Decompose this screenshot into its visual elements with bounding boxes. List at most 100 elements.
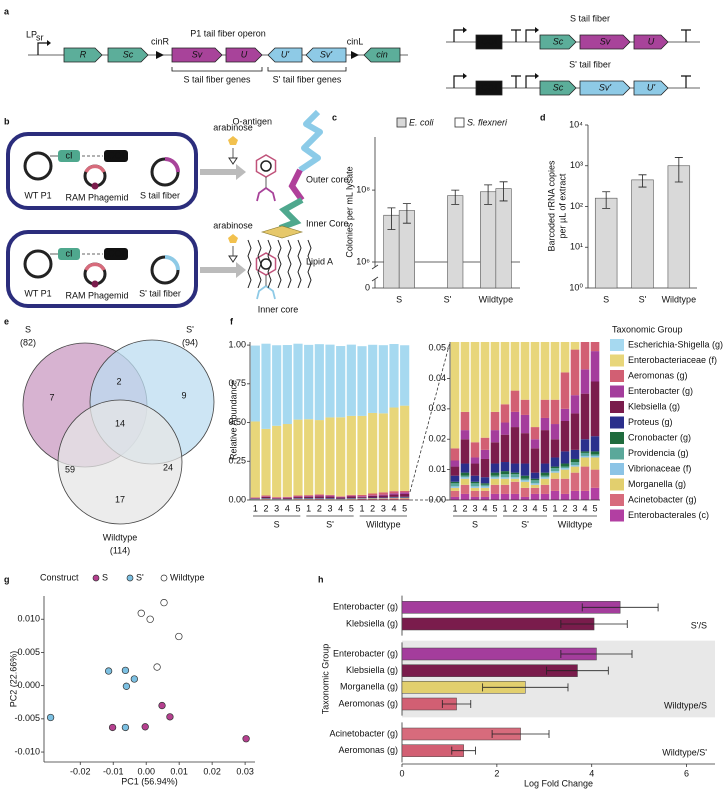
y-tick-label: 10⁶ — [356, 256, 370, 266]
bar-segment — [400, 498, 409, 499]
x-tick-label: 5 — [349, 503, 354, 513]
bar — [595, 198, 617, 288]
point — [47, 714, 54, 721]
bar-segment — [471, 486, 480, 488]
bar-segment — [541, 494, 550, 500]
x-tick-label: 4 — [338, 503, 343, 513]
x-tick-label: Wildtype — [479, 294, 514, 304]
bar-segment — [491, 430, 500, 442]
bar-segment — [272, 426, 281, 497]
x-tick-label: 0.02 — [203, 766, 221, 776]
venn-count: 59 — [65, 464, 75, 474]
legend-label: Enterobacterales (c) — [628, 510, 709, 520]
bar-segment — [261, 497, 270, 498]
bar-segment — [471, 457, 480, 463]
bar-segment — [251, 421, 260, 497]
bar-segment — [357, 497, 366, 498]
bar-segment — [357, 346, 366, 416]
bar-segment — [531, 483, 540, 485]
bar-segment — [325, 496, 334, 497]
bar-segment — [511, 427, 520, 463]
bar-segment — [471, 491, 480, 497]
bar-segment — [461, 464, 470, 473]
bar-segment — [521, 497, 530, 500]
legend-label: Aeromonas (g) — [628, 370, 688, 380]
y-tick-label: 10⁴ — [569, 119, 583, 129]
promoter-sub: sr — [36, 32, 44, 42]
bar-segment — [491, 476, 500, 478]
point — [154, 664, 161, 671]
bar-segment — [293, 344, 302, 420]
gene-label: COI — [481, 36, 497, 46]
bar-segment — [481, 483, 490, 485]
bar-segment — [304, 345, 313, 419]
y-axis-label: per µL of extract — [557, 173, 567, 238]
group-label: S' — [326, 519, 334, 529]
legend-label: S. flexneri — [467, 117, 508, 127]
legend-label: E. coli — [409, 117, 435, 127]
y-tick-label: 0.00 — [228, 494, 246, 504]
stack-panel — [251, 344, 410, 500]
bar-segment — [347, 496, 356, 497]
legend-title: Construct — [40, 572, 79, 582]
panel-label: b — [4, 116, 10, 126]
bar-segment — [481, 459, 490, 477]
bar-segment — [293, 496, 302, 497]
bar-segment — [501, 485, 510, 494]
bar-segment — [521, 400, 530, 415]
bar-segment — [541, 473, 550, 476]
bar-segment — [531, 485, 540, 488]
bar-segment — [511, 473, 520, 475]
legend-swatch — [397, 118, 406, 127]
phagemid-dot — [92, 281, 99, 288]
x-tick-label: 3 — [381, 503, 386, 513]
bar-segment — [551, 467, 560, 469]
x-tick-label: 5 — [402, 503, 407, 513]
bar-segment — [325, 498, 334, 499]
phage-label: WT P1 — [24, 190, 51, 200]
bar-segment — [272, 345, 281, 426]
x-tick-label: 4 — [582, 503, 587, 513]
y-tick-label: 0.05 — [428, 342, 446, 352]
x-tick-label: 3 — [522, 503, 527, 513]
lps-label: O-antigen — [232, 116, 272, 126]
category-label: Acinetobacter (g) — [329, 728, 398, 738]
bar-segment — [461, 412, 470, 430]
bar-segment — [336, 346, 345, 417]
group-label: Wildtype/S' — [662, 747, 707, 757]
bar-segment — [501, 479, 510, 485]
bar-segment — [511, 474, 520, 477]
point — [122, 667, 129, 674]
bar-segment — [501, 435, 510, 462]
bar-segment — [511, 479, 520, 482]
panel-label: c — [332, 112, 337, 122]
gene-label: U — [241, 49, 248, 59]
bar-segment — [541, 479, 550, 485]
bar-segment — [541, 400, 550, 418]
lps-label: Inner core — [258, 304, 299, 314]
point — [109, 724, 116, 731]
bar-segment — [491, 479, 500, 485]
bar-segment — [591, 451, 600, 454]
x-tick-label: 4 — [285, 503, 290, 513]
x-tick-label: 2 — [317, 503, 322, 513]
bar-segment — [379, 492, 388, 494]
y-tick-label: 10⁰ — [569, 282, 583, 292]
bar-segment — [521, 476, 530, 479]
group-label: S' — [521, 519, 529, 529]
y-tick-label: 10³ — [570, 160, 583, 170]
point — [243, 735, 250, 742]
phagemid-label: RAM Phagemid — [65, 290, 128, 300]
x-tick-label: 2 — [494, 768, 499, 778]
venn-count: 9 — [181, 390, 186, 400]
x-tick-label: S' — [444, 294, 452, 304]
bar-segment — [551, 439, 560, 457]
bar-segment — [531, 480, 540, 483]
bar-segment — [315, 494, 324, 495]
bar-segment — [541, 430, 550, 463]
group-label: Wildtype — [366, 519, 401, 529]
bar-segment — [581, 369, 590, 393]
category-label: Aeromonas (g) — [338, 745, 398, 755]
x-tick-label: 3 — [274, 503, 279, 513]
